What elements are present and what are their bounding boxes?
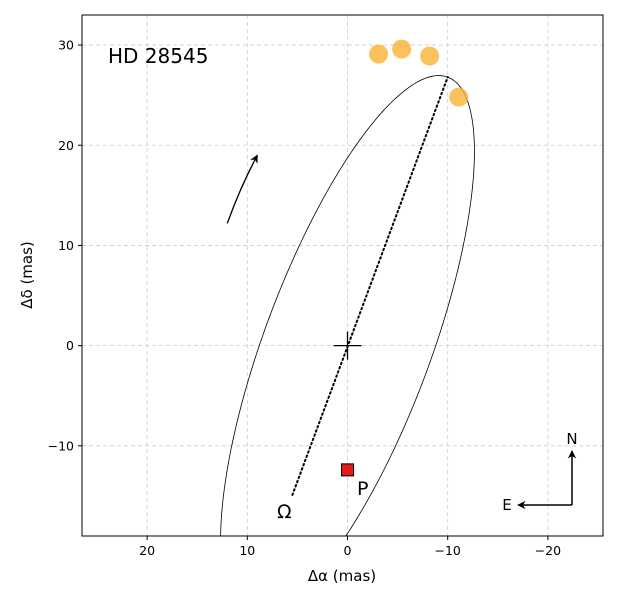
- compass-north-label: N: [566, 430, 577, 448]
- y-tick-label: 10: [58, 238, 74, 253]
- x-tick-label: 0: [344, 543, 352, 558]
- motion-direction-arrow: [226, 154, 258, 224]
- observation-point: [392, 39, 412, 59]
- x-tick-label: −20: [535, 543, 561, 558]
- x-axis-label: Δα (mas): [308, 567, 376, 585]
- grid-lines: [82, 15, 603, 536]
- line-of-nodes: [291, 76, 449, 496]
- observation-point: [369, 44, 389, 64]
- periastron-label: P: [357, 478, 368, 500]
- compass-east-label: E: [502, 496, 511, 514]
- y-tick-label: 20: [58, 138, 74, 153]
- x-tick-label: 10: [239, 543, 255, 558]
- plot-area: [220, 39, 475, 536]
- chart-title: HD 28545: [108, 44, 208, 68]
- observation-point: [449, 87, 469, 107]
- periastron-marker: [341, 463, 355, 477]
- x-tick-label: −10: [435, 543, 461, 558]
- node-label: Ω: [277, 501, 292, 523]
- compass: N E: [502, 430, 577, 514]
- x-tick-label: 20: [139, 543, 155, 558]
- y-tick-label: −10: [48, 438, 74, 453]
- orbit-ellipse: [220, 75, 475, 536]
- y-axis-label: Δδ (mas): [18, 241, 36, 309]
- y-tick-label: 0: [66, 338, 74, 353]
- plot-frame: [81, 14, 604, 537]
- observation-point: [420, 46, 440, 66]
- axis-ticks: 20 10 0 −10 −20 −10 0 10 20 30: [48, 38, 562, 558]
- y-tick-label: 30: [58, 38, 74, 53]
